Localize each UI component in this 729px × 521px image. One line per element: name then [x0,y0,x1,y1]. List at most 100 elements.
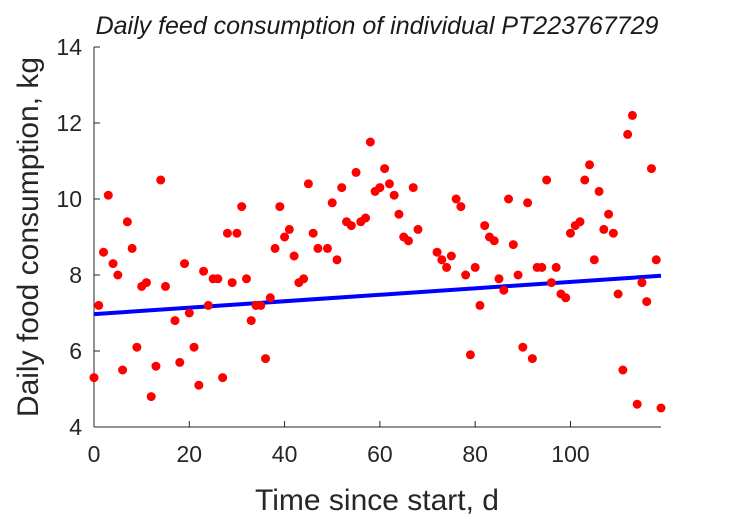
data-point [275,202,285,212]
data-point [537,262,547,272]
data-point [322,243,332,253]
data-point [508,240,518,250]
y-tick-label: 14 [56,34,82,60]
ticks: 0 20 40 60 80 100 4 6 8 10 12 14 [56,34,589,467]
data-point [594,186,604,196]
x-tick-label: 80 [462,441,488,467]
data-point [218,373,228,383]
data-point [118,365,128,375]
data-point [213,274,223,284]
data-point [337,183,347,193]
data-point [303,179,313,189]
data-point [132,342,142,352]
data-point [618,365,628,375]
data-point [299,274,309,284]
x-tick-label: 0 [88,441,101,467]
data-point [489,236,499,246]
data-point [561,293,571,303]
data-point [394,209,404,219]
data-point [184,308,194,318]
data-point [237,202,247,212]
data-point [313,243,323,253]
data-point [308,228,318,238]
data-points [89,110,666,413]
data-point [175,357,185,367]
data-point [513,270,523,280]
data-point [604,209,614,219]
data-point [103,190,113,200]
data-point [565,228,575,238]
x-tick-label: 60 [367,441,393,467]
data-point [518,342,528,352]
data-point [642,297,652,307]
data-point [246,316,256,326]
data-point [89,373,99,383]
data-point [589,255,599,265]
data-point [375,183,385,193]
fit-line-group [93,273,662,317]
data-point [365,137,375,147]
x-axis-label: Time since start, d [255,484,499,517]
data-point [542,175,552,185]
data-point [499,285,509,295]
x-tick-label: 40 [272,441,298,467]
data-point [189,342,199,352]
data-point [432,247,442,257]
data-point [280,232,290,242]
data-point [475,300,485,310]
data-point [203,300,213,310]
data-point [94,300,104,310]
data-point [160,281,170,291]
data-point [222,228,232,238]
data-point [608,228,618,238]
data-point [446,251,456,261]
data-point [646,164,656,174]
data-point [156,175,166,185]
data-point [413,224,423,234]
data-point [256,300,266,310]
data-point [99,247,109,257]
data-point [580,175,590,185]
y-tick-label: 6 [69,338,82,364]
data-point [442,262,452,272]
data-point [351,167,361,177]
data-point [122,217,132,227]
data-point [327,198,337,208]
data-point [494,274,504,284]
y-axis-label: Daily food consumption, kg [12,57,45,417]
y-tick-label: 10 [56,186,82,212]
data-point [527,354,537,364]
data-point [461,270,471,280]
fit-line [93,273,662,317]
data-point [146,392,156,402]
data-point [384,179,394,189]
data-point [465,350,475,360]
data-point [108,259,118,269]
data-point [151,361,161,371]
data-point [456,202,466,212]
data-point [289,251,299,261]
y-tick-label: 4 [69,414,82,440]
data-point [585,160,595,170]
data-point [408,183,418,193]
data-point [127,243,137,253]
data-point [575,217,585,227]
data-point [380,164,390,174]
data-point [361,213,371,223]
data-point [284,224,294,234]
x-tick-label: 100 [551,441,589,467]
data-point [613,289,623,299]
data-point [241,274,251,284]
data-point [599,224,609,234]
data-point [332,255,342,265]
data-point [632,399,642,409]
data-point [265,293,275,303]
data-point [651,255,661,265]
data-point [480,221,490,231]
data-point [504,194,514,204]
data-point [270,243,280,253]
data-point [523,198,533,208]
data-point [656,403,666,413]
data-point [551,262,561,272]
